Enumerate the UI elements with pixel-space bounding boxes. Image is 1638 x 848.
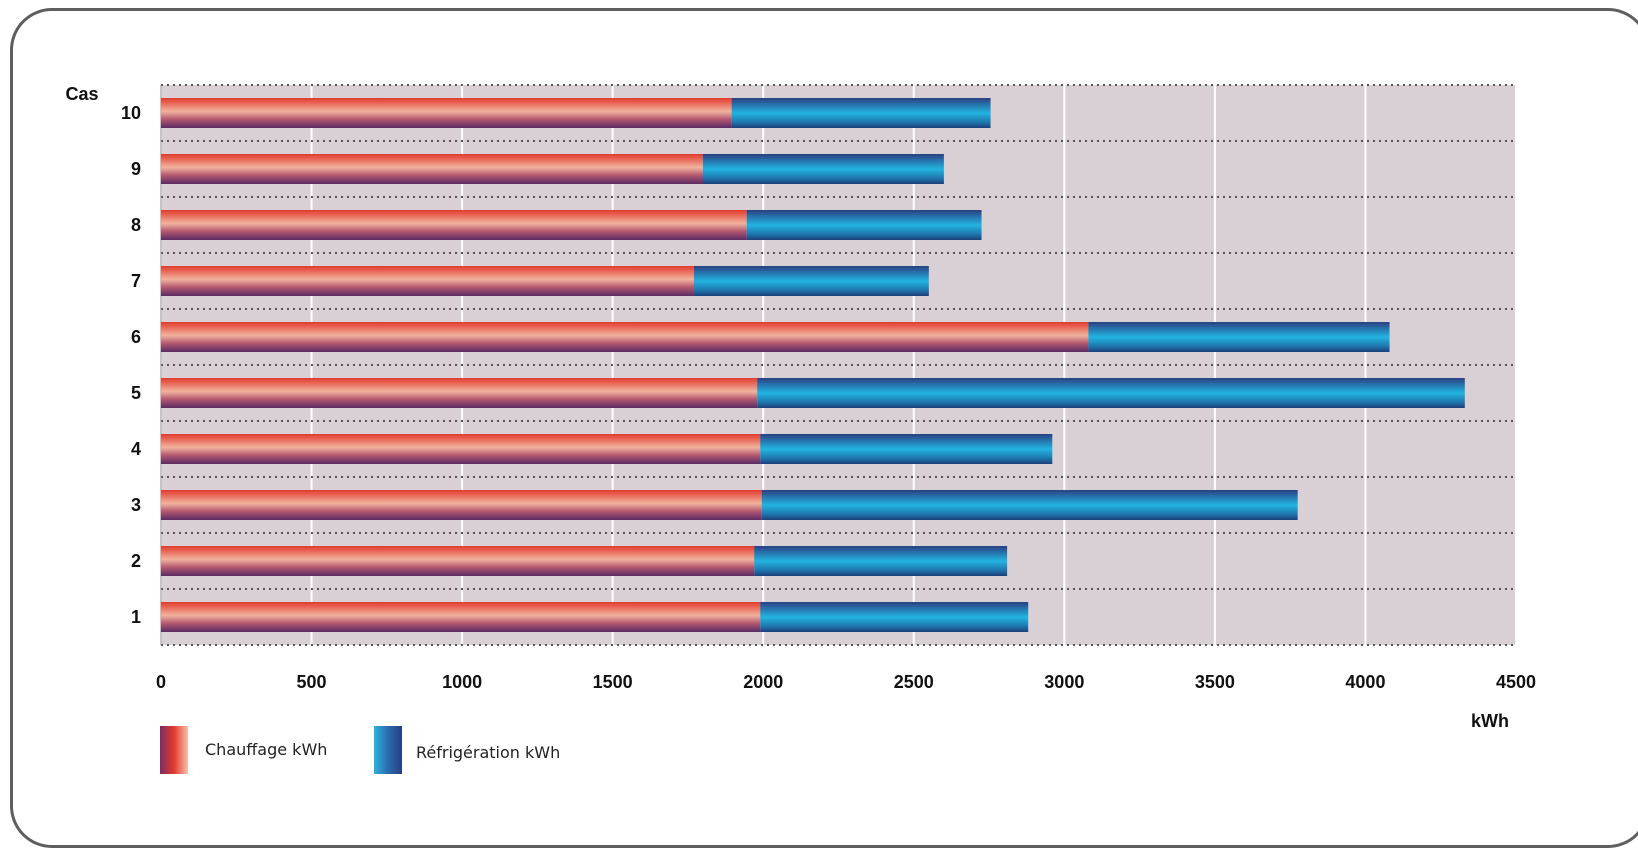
bar-heating-cas-5 [161, 378, 758, 408]
y-tick-label: 7 [131, 271, 141, 291]
bar-cooling-cas-5 [757, 378, 1465, 408]
legend-swatch-heating [160, 726, 188, 774]
bar-heating-cas-4 [161, 434, 761, 464]
bar-heating-cas-1 [161, 602, 761, 632]
x-tick-label: 4000 [1345, 672, 1385, 692]
y-tick-label: 4 [131, 439, 141, 459]
bar-heating-cas-6 [161, 322, 1089, 352]
bar-heating-cas-8 [161, 210, 747, 240]
x-tick-label: 2500 [894, 672, 934, 692]
bar-cooling-cas-4 [760, 434, 1053, 464]
bar-heating-cas-7 [161, 266, 694, 296]
x-tick-label: 3000 [1044, 672, 1084, 692]
x-tick-label: 1000 [442, 672, 482, 692]
y-tick-label: 8 [131, 215, 141, 235]
y-tick-label: 2 [131, 551, 141, 571]
x-tick-label: 1500 [593, 672, 633, 692]
bar-heating-cas-9 [161, 154, 703, 184]
bars [161, 98, 1465, 632]
bar-heating-cas-10 [161, 98, 732, 128]
x-tick-label: 500 [297, 672, 327, 692]
y-tick-label: 1 [131, 607, 141, 627]
tick-labels: 1 2 3 4 5 6 7 8 9 10 0 500 1000 1500 2000 2500 3000 3500 4… [121, 103, 1536, 692]
bar-heating-cas-2 [161, 546, 755, 576]
y-tick-label: 10 [121, 103, 141, 123]
legend-swatch-cooling [374, 726, 402, 774]
y-tick-label: 3 [131, 495, 141, 515]
bar-cooling-cas-2 [754, 546, 1008, 576]
x-tick-label: 2000 [743, 672, 783, 692]
y-tick-label: 5 [131, 383, 141, 403]
bar-cooling-cas-9 [703, 154, 944, 184]
bar-cooling-cas-7 [693, 266, 929, 296]
bar-cooling-cas-1 [760, 602, 1029, 632]
legend: Chauffage kWh Réfrigération kWh [160, 726, 560, 774]
bar-cooling-cas-3 [761, 490, 1298, 520]
bar-cooling-cas-6 [1088, 322, 1390, 352]
y-tick-label: 6 [131, 327, 141, 347]
x-tick-label: 3500 [1195, 672, 1235, 692]
y-axis-title: Cas [65, 84, 98, 104]
x-tick-label: 4500 [1496, 672, 1536, 692]
legend-label-heating: Chauffage kWh [205, 740, 327, 759]
bar-cooling-cas-8 [746, 210, 982, 240]
x-tick-label: 0 [156, 672, 166, 692]
y-tick-label: 9 [131, 159, 141, 179]
chart: 1 2 3 4 5 6 7 8 9 10 0 500 1000 1500 2000 2500 3000 3500 4… [65, 84, 1536, 774]
legend-label-cooling: Réfrigération kWh [416, 743, 560, 762]
bar-heating-cas-3 [161, 490, 762, 520]
bar-cooling-cas-10 [731, 98, 991, 128]
x-axis-title: kWh [1471, 711, 1509, 731]
